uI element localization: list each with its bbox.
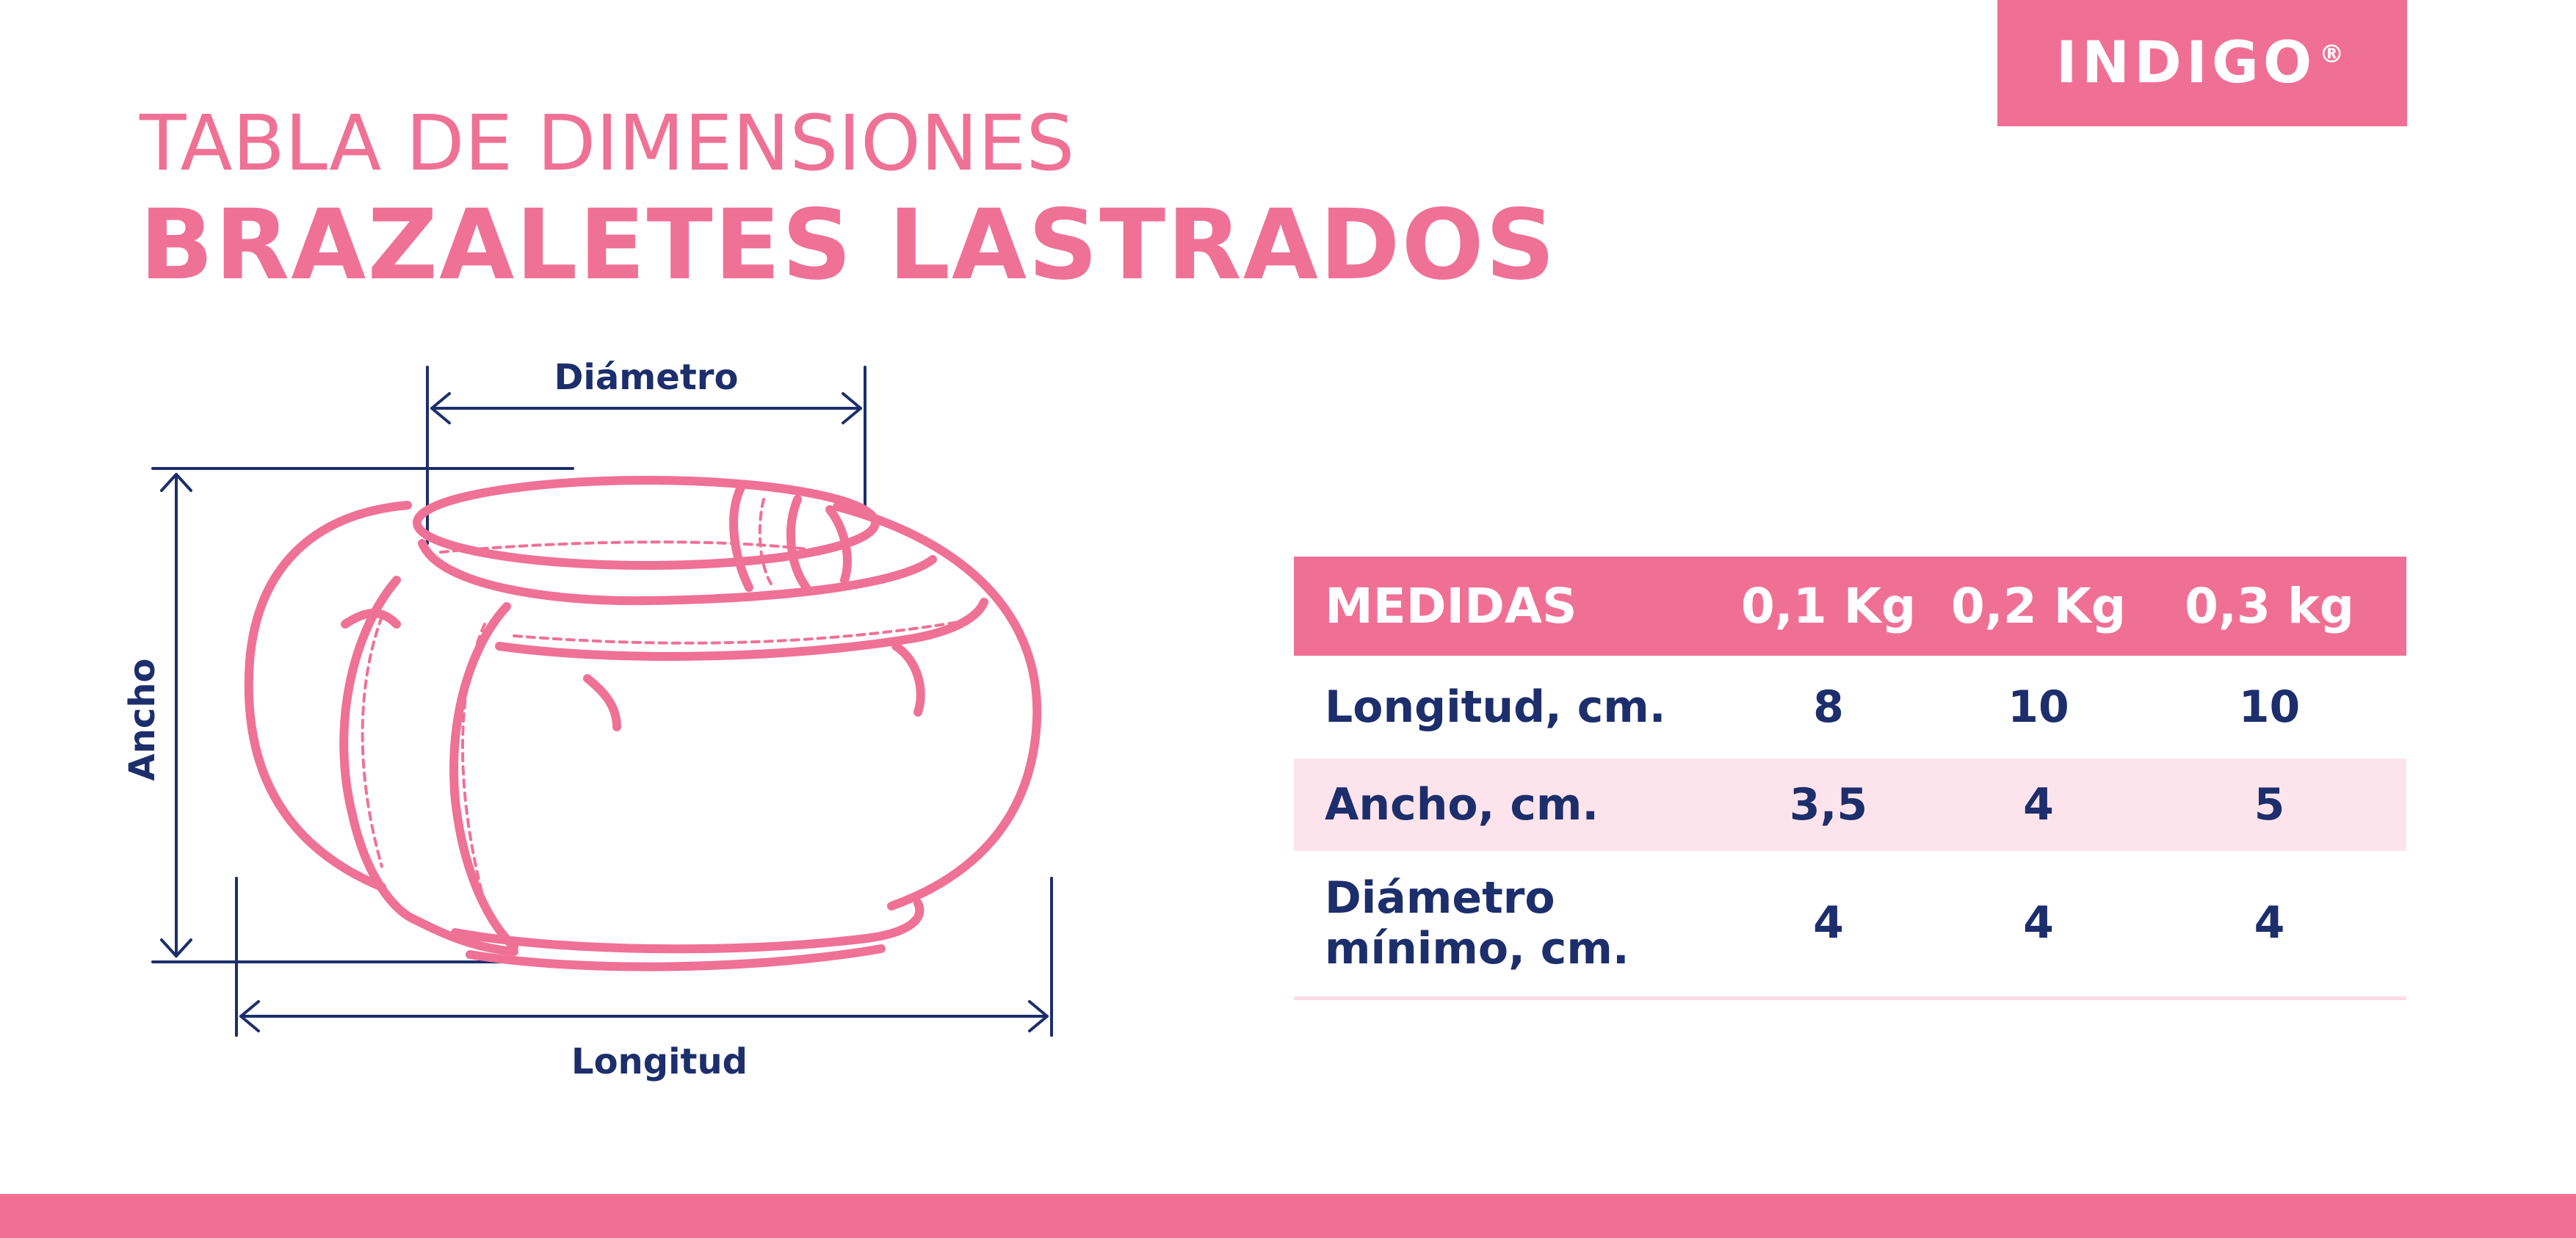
footer-band [0,1194,2576,1238]
length-label: Longitud [571,1041,748,1082]
diameter-label: Diámetro [554,357,739,398]
table-cell: 8 [1813,681,1844,733]
table-cell: 3,5 [1789,778,1868,830]
page-title-line2: BRAZALETES LASTRADOS [140,189,1557,302]
table-cell: 10 [2008,681,2069,733]
table-row: Longitud, cm. 8 10 10 [1294,656,2406,759]
brand-logo: INDIGO ® [1997,0,2407,126]
registered-mark: ® [2319,40,2349,69]
width-label: Ancho [122,659,163,781]
row-label-line: mínimo, cm. [1325,922,1629,974]
row-label-line: Diámetro [1325,872,1555,924]
table-row: Ancho, cm. 3,5 4 5 [1294,759,2406,851]
dimension-lines [151,366,1053,1037]
row-label: Longitud, cm. [1325,681,1666,733]
column-header: 0,2 Kg [1950,578,2127,634]
column-header: MEDIDAS [1325,578,1577,634]
bracelet-diagram: Diámetro Ancho Longitud [122,357,1053,1082]
table-cell: 10 [2238,681,2301,733]
table-cell: 4 [1813,897,1844,949]
table-cell: 4 [2023,778,2054,830]
row-label: Diámetro mínimo, cm. [1294,851,1712,998]
table-row: Diámetro mínimo, cm. 4 4 4 [1294,851,2406,998]
table-cell: 4 [2023,897,2054,949]
bracelet-stitching [361,498,956,905]
bracelet-outline [244,476,1042,971]
dimensions-table: MEDIDAS 0,1 Kg 0,2 Kg 0,3 kg Longitud, c… [1294,557,2406,1000]
column-header: 0,1 Kg [1740,578,1917,634]
table-header-row: MEDIDAS 0,1 Kg 0,2 Kg 0,3 kg [1294,557,2406,656]
row-label: Ancho, cm. [1325,778,1599,830]
table-cell: 4 [2254,897,2285,949]
table-cell: 5 [2254,778,2285,830]
column-header: 0,3 kg [2184,578,2355,634]
brand-logo-text: INDIGO ® [2055,30,2349,96]
page-title-line1: TABLA DE DIMENSIONES [140,98,1075,188]
